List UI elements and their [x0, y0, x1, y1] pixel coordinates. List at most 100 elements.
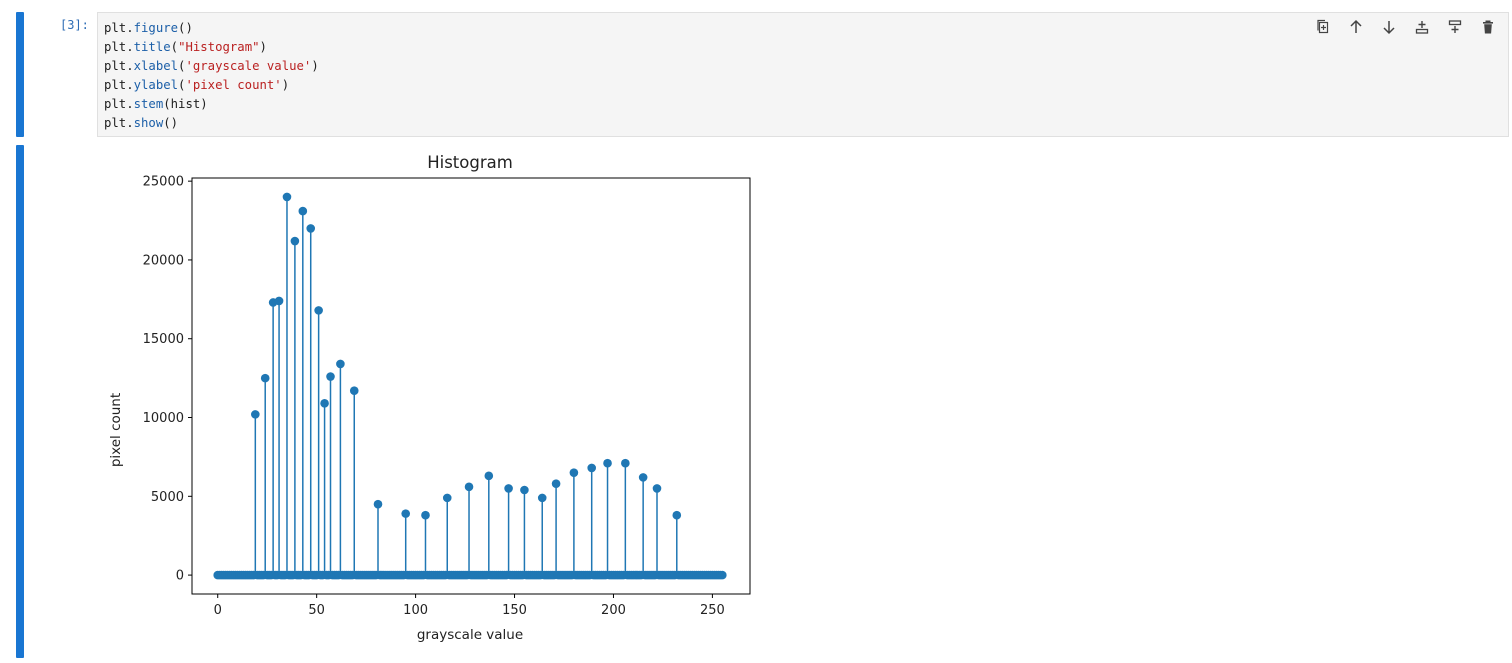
delete-cell-button[interactable]	[1477, 17, 1499, 37]
stem-marker	[260, 373, 270, 383]
x-tick-label: 100	[403, 603, 428, 618]
duplicate-icon	[1317, 19, 1329, 34]
execution-count: [3]:	[60, 18, 89, 32]
code-token: stem	[133, 97, 164, 111]
y-axis-label: pixel count	[108, 393, 124, 467]
code-token: plt	[104, 97, 127, 111]
code-editor[interactable]: plt.figure() plt.title("Histogram") plt.xl…	[97, 12, 1509, 137]
code-line: plt.xlabel('grayscale value')	[104, 57, 319, 76]
plot-frame	[191, 177, 751, 595]
stem-marker	[326, 372, 335, 381]
duplicate-cell-button[interactable]	[1312, 17, 1334, 37]
cell-toolbar	[1312, 17, 1510, 37]
code-token: )	[185, 21, 193, 35]
stem-marker	[603, 458, 612, 468]
stem-marker	[314, 306, 323, 315]
x-tick-label: 200	[601, 603, 626, 618]
code-line: plt.title("Histogram")	[104, 38, 319, 57]
stem-marker	[569, 468, 579, 477]
chart-marks	[213, 192, 727, 580]
code-token: plt	[104, 78, 127, 92]
histogram-chart: Histogram grayscale value pixel count 0 5…	[108, 153, 751, 643]
x-axis-label: grayscale value	[417, 627, 523, 643]
stem-marker	[537, 493, 547, 503]
code-token: (	[163, 97, 171, 111]
code-token: (	[178, 59, 186, 73]
code-text[interactable]: plt.figure() plt.title("Histogram") plt.xl…	[104, 19, 319, 133]
code-token: plt	[104, 40, 127, 54]
stem-marker	[336, 359, 345, 369]
code-token: .	[126, 40, 134, 54]
code-token: (	[163, 116, 171, 130]
y-tick-label: 10000	[143, 411, 184, 426]
y-tick-label: 0	[176, 569, 184, 584]
code-token: hist	[170, 97, 201, 111]
code-line: plt.figure()	[104, 19, 319, 38]
stem-marker	[717, 570, 727, 580]
code-token: )	[200, 97, 208, 111]
stem-marker	[306, 224, 316, 233]
stem-marker	[551, 479, 561, 488]
insert-below-icon	[1448, 20, 1462, 33]
code-token: .	[126, 59, 134, 73]
stem-marker	[638, 473, 648, 482]
code-line: plt.show()	[104, 114, 319, 133]
code-token: plt	[104, 21, 127, 35]
code-token: )	[259, 40, 267, 54]
code-token: (	[178, 21, 186, 35]
insert-cell-below-button[interactable]	[1444, 17, 1466, 37]
insert-above-icon	[1415, 21, 1429, 34]
output-collapse-indicator[interactable]	[16, 145, 24, 658]
stem-marker	[442, 493, 452, 503]
code-token: show	[133, 116, 164, 130]
stem-marker	[672, 510, 682, 520]
y-tick-label: 5000	[151, 490, 184, 505]
active-cell-indicator[interactable]	[16, 12, 24, 137]
stem-marker	[373, 499, 383, 509]
stem-marker	[282, 192, 292, 202]
code-token: )	[170, 116, 179, 130]
x-tick-label: 150	[502, 603, 527, 618]
code-line: plt.ylabel('pixel count')	[104, 76, 319, 95]
code-token: (	[170, 40, 179, 54]
code-token: xlabel	[133, 59, 179, 73]
stem-marker	[290, 236, 300, 246]
code-token: .	[126, 97, 134, 111]
code-token: "Histogram"	[178, 40, 260, 54]
y-tick-label: 15000	[143, 332, 184, 347]
insert-cell-above-button[interactable]	[1411, 17, 1433, 37]
chart-title: Histogram	[427, 153, 513, 172]
stem-marker	[320, 399, 329, 408]
stem-marker	[298, 206, 308, 216]
chart-axes: 0 50 100 150 200 250 0 5000 10000 15000 20000 25000	[143, 175, 725, 618]
code-token: .	[126, 21, 134, 35]
stem-marker	[349, 386, 359, 396]
y-tick-label: 25000	[143, 175, 184, 190]
stem-marker	[251, 410, 260, 419]
code-token: )	[311, 59, 319, 73]
delete-icon	[1483, 20, 1493, 34]
code-token: plt	[104, 116, 127, 130]
code-line: plt.stem(hist)	[104, 95, 319, 114]
move-up-icon	[1350, 19, 1362, 33]
code-token: (	[178, 78, 186, 92]
x-tick-label: 0	[214, 603, 222, 618]
stem-marker	[274, 296, 284, 306]
move-cell-down-button[interactable]	[1378, 17, 1400, 37]
stem-marker	[587, 463, 597, 473]
stem-marker	[652, 484, 662, 493]
code-token: 'grayscale value'	[185, 59, 312, 73]
code-token: plt	[104, 59, 127, 73]
code-token: )	[281, 78, 290, 92]
stem-marker	[421, 510, 430, 520]
stem-marker	[504, 484, 513, 493]
stem-marker	[401, 509, 411, 518]
stem-marker	[520, 485, 529, 495]
code-token: .	[126, 78, 134, 92]
move-cell-up-button[interactable]	[1345, 17, 1367, 37]
code-token: ylabel	[133, 78, 179, 92]
code-token: .	[126, 116, 134, 130]
code-token: 'pixel count'	[185, 78, 282, 92]
x-tick-label: 50	[308, 603, 325, 618]
stem-marker	[484, 471, 494, 481]
